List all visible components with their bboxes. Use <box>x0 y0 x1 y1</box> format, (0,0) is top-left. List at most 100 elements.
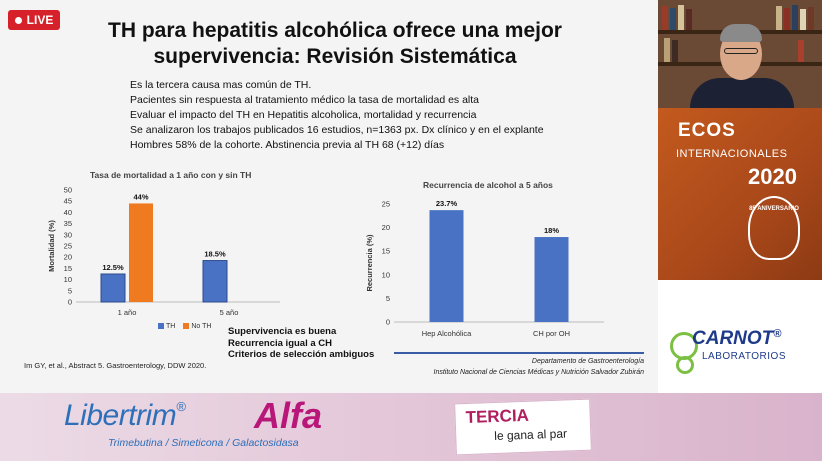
book <box>664 38 670 62</box>
tercia-title: TERCIA <box>465 405 530 427</box>
y-tick-label: 0 <box>386 318 390 327</box>
mortality-chart: 0 5 10 15 20 25 30 35 40 45 50 Mortalidad (%) 1 año 1… <box>47 186 280 317</box>
legend-swatch-icon <box>158 323 164 330</box>
chart2-title: Recurrencia de alcohol a 5 años <box>423 180 553 190</box>
book <box>800 9 806 30</box>
y-tick-label: 30 <box>64 230 72 239</box>
bar <box>202 260 228 303</box>
ecos-year: 2020 <box>748 164 797 189</box>
y-tick-label: 25 <box>382 200 390 209</box>
speaker-body <box>690 78 794 108</box>
carnot-subtitle: LABORATORIOS <box>702 351 786 362</box>
y-tick-label: 50 <box>64 186 72 195</box>
y-axis-title: Mortalidad (%) <box>47 220 56 272</box>
y-tick-label: 20 <box>382 223 390 232</box>
book <box>776 6 782 30</box>
y-tick-label: 10 <box>64 275 72 284</box>
x-tick-label: 1 año <box>118 308 137 317</box>
libertrim-brand: Libertrim® <box>64 399 186 433</box>
seal-text: 85 ANIVERSARIO <box>749 206 799 212</box>
y-tick-label: 25 <box>64 242 72 251</box>
recurrence-chart: 0 5 10 15 20 25 Recurrencia (%) 23.7% Hep Alcohó… <box>365 199 604 338</box>
y-tick-label: 15 <box>382 247 390 256</box>
bullet-item: Pacientes sin respuesta al tratamiento m… <box>130 94 480 106</box>
bullet-item: Es la tercera causa mas común de TH. <box>130 79 312 91</box>
bar <box>534 237 569 322</box>
dept-line-2: Instituto Nacional de Ciencias Médicas y… <box>433 369 645 376</box>
x-tick-label: 5 año <box>220 308 239 317</box>
carnot-reg-mark: ® <box>773 328 782 340</box>
ecos-logo-panel: ECOS INTERNACIONALES 2020 85 ANIVERSARIO <box>658 108 822 280</box>
data-label: 18% <box>544 226 559 235</box>
slide-title: TH para hepatitis alcohólica ofrece una … <box>40 18 630 70</box>
libertrim-text: Libertrim <box>64 399 177 432</box>
speaker-hair <box>720 24 762 42</box>
y-tick-label: 15 <box>64 264 72 273</box>
conclusion-item: Criterios de selección ambiguos <box>228 349 375 360</box>
data-label: 44% <box>133 192 148 201</box>
legend-item-no-th: No TH <box>183 323 211 330</box>
book <box>662 6 668 30</box>
book <box>670 8 676 30</box>
book <box>808 7 814 30</box>
legend-item-th: TH <box>158 323 175 330</box>
live-badge: LIVE <box>8 10 60 30</box>
data-label: 18.5% <box>204 250 226 259</box>
ecos-title: ECOS <box>678 120 736 141</box>
book <box>686 9 692 30</box>
legend-label: TH <box>166 323 176 330</box>
data-label: 23.7% <box>436 199 458 208</box>
book <box>672 40 678 62</box>
ecos-subtitle: INTERNACIONALES <box>676 148 788 160</box>
chart1-title: Tasa de mortalidad a 1 año con y sin TH <box>90 170 252 180</box>
slide-title-line-2: supervivencia: Revisión Sistemática <box>153 45 517 68</box>
slide-bullets: Es la tercera causa mas común de TH. Pac… <box>130 78 544 153</box>
book <box>798 40 804 62</box>
citation: Im GY, et al., Abstract 5. Gastroenterol… <box>24 361 207 370</box>
carnot-brand: CARNOT® <box>692 328 781 350</box>
data-label: 12.5% <box>102 263 124 272</box>
speaker-glasses <box>724 48 758 54</box>
y-tick-label: 5 <box>68 286 72 295</box>
conclusion-item: Supervivencia es buena <box>228 326 337 337</box>
y-axis-title: Recurrencia (%) <box>365 234 374 292</box>
anniversary-seal-icon <box>748 196 800 260</box>
book <box>678 5 684 30</box>
speaker-video <box>658 0 822 108</box>
y-tick-label: 20 <box>64 253 72 262</box>
divider <box>394 352 644 354</box>
y-tick-label: 10 <box>382 270 390 279</box>
y-tick-label: 5 <box>386 294 390 303</box>
tercia-subtitle: le gana al par <box>494 426 568 444</box>
carnot-brand-text: CARNOT <box>692 328 774 349</box>
x-tick-label: Hep Alcohólica <box>422 329 472 338</box>
bullet-item: Hombres 58% de la cohorte. Abstinencia p… <box>130 139 445 151</box>
carnot-logo-icon <box>676 356 694 374</box>
bullet-item: Evaluar el impacto del TH en Hepatitis a… <box>130 109 477 121</box>
x-tick-label: CH por OH <box>533 329 570 338</box>
libertrim-subtitle: Trimebutina / Simeticona / Galactosidasa <box>108 437 299 449</box>
book <box>784 8 790 30</box>
chart1-legend: TH No TH <box>158 323 211 330</box>
bar <box>100 273 126 303</box>
live-label: LIVE <box>26 13 54 27</box>
legend-label: No TH <box>191 323 212 330</box>
dept-line-1: Departamento de Gastroenterología <box>531 358 644 365</box>
y-tick-label: 45 <box>64 197 72 206</box>
presentation-slide: LIVE TH para hepatitis alcohólica ofrece… <box>0 0 658 393</box>
y-tick-label: 40 <box>64 208 72 217</box>
ad-banner: Libertrim® Alfa Trimebutina / Simeticona… <box>0 393 822 461</box>
libertrim-reg-mark: ® <box>176 399 186 414</box>
conclusion-item: Recurrencia igual a CH <box>228 337 333 349</box>
bar <box>429 210 464 322</box>
y-tick-label: 35 <box>64 219 72 228</box>
y-tick-label: 0 <box>68 298 72 307</box>
tercia-ad: TERCIA le gana al par <box>454 398 592 456</box>
libertrim-alfa: Alfa <box>254 395 323 436</box>
conclusions: Supervivencia es buena Recurrencia igual… <box>228 326 374 361</box>
book <box>792 5 798 30</box>
carnot-logo-panel: CARNOT® LABORATORIOS <box>658 280 822 393</box>
bar <box>129 203 153 302</box>
slide-title-line-1: TH para hepatitis alcohólica ofrece una … <box>108 19 562 42</box>
department-credit: Departamento de Gastroenterología Instit… <box>434 356 645 378</box>
